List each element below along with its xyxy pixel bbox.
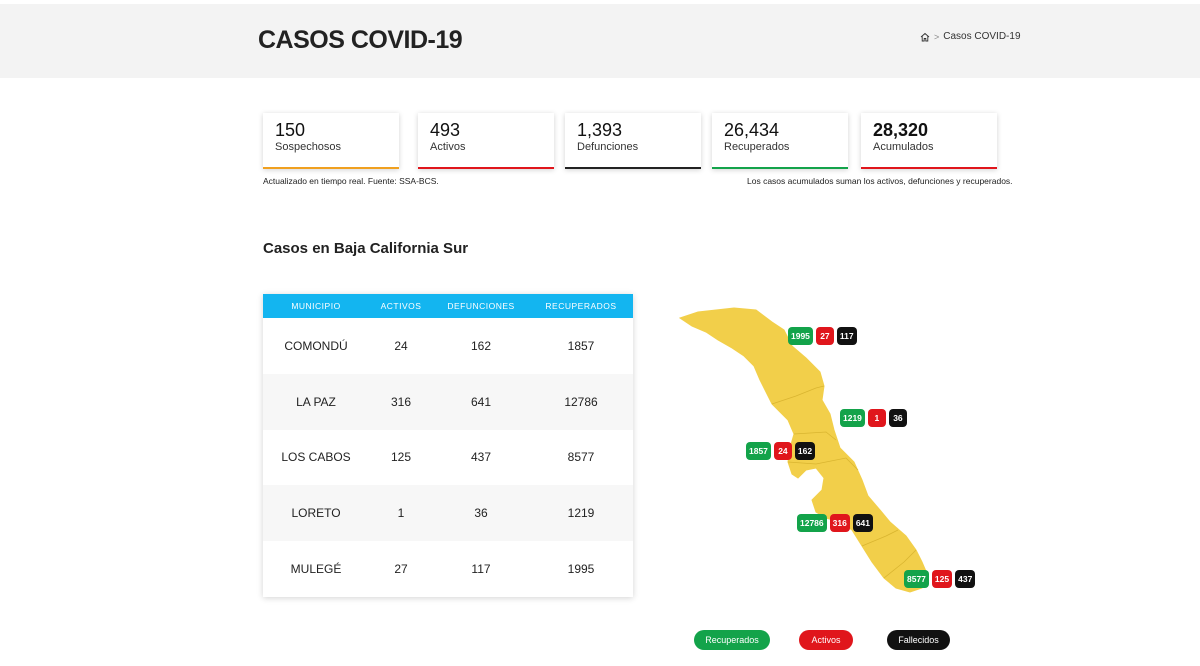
cell-recuperados: 1219 (529, 485, 633, 542)
cell-municipio: LOS CABOS (281, 450, 351, 465)
stat-label: Sospechosos (275, 141, 342, 153)
badge-recuperados: 8577 (904, 570, 929, 588)
stat-bar (861, 167, 997, 169)
stat-value: 1,393 (577, 120, 623, 140)
badge-recuperados: 12786 (797, 514, 827, 532)
column-header: DEFUNCIONES (433, 294, 529, 318)
badge-recuperados: 1219 (840, 409, 865, 427)
table-row: MULEGÉ 27 117 1995 (263, 541, 633, 597)
stat-value: 493 (430, 120, 461, 140)
map-borders (771, 385, 917, 579)
badge-fallecidos: 36 (888, 409, 907, 427)
stat-card-sospechosos: 150 Sospechosos (263, 113, 399, 169)
cell-activos: 125 (390, 450, 412, 465)
cell-activos: 27 (394, 562, 408, 577)
accumulated-note: Los casos acumulados suman los activos, … (747, 176, 1013, 186)
badges-lapaz: 12786 316 641 (797, 514, 874, 532)
source-note: Actualizado en tiempo real. Fuente: SSA-… (263, 176, 439, 186)
stat-bar (712, 167, 848, 169)
badges-mulege: 1995 27 117 (788, 327, 857, 345)
stat-value: 26,434 (724, 120, 780, 140)
stat-card-activos: 493 Activos (418, 113, 554, 169)
breadcrumb: > Casos COVID-19 (920, 31, 1021, 42)
cell-municipio: LA PAZ (263, 373, 369, 430)
badge-fallecidos: 641 (852, 514, 874, 532)
bcs-map-shape (678, 307, 929, 593)
legend-fallecidos: Fallecidos (887, 630, 950, 650)
table-row: LORETO 1 36 1219 (263, 485, 633, 542)
badge-activos: 316 (829, 514, 850, 532)
badges-comondu: 1857 24 162 (746, 442, 816, 460)
stat-card-defunciones: 1,393 Defunciones (565, 113, 701, 169)
badge-activos: 1 (867, 409, 886, 427)
stat-label: Activos (430, 141, 466, 153)
cell-municipio: MULEGÉ (290, 562, 342, 577)
table-header-row: MUNICIPIO ACTIVOS DEFUNCIONES RECUPERADO… (263, 294, 633, 318)
badge-recuperados: 1857 (746, 442, 771, 460)
cell-recuperados: 1857 (567, 338, 595, 353)
stat-label: Recuperados (724, 141, 790, 153)
badge-activos: 27 (815, 327, 834, 345)
section-title: Casos en Baja California Sur (263, 240, 469, 257)
stat-label: Defunciones (577, 141, 639, 153)
cell-defunciones: 641 (433, 373, 529, 430)
badge-activos: 125 (931, 570, 953, 588)
home-icon[interactable] (920, 32, 930, 42)
stat-value: 150 (275, 120, 306, 140)
bcs-map: 1995 27 117 1219 1 36 1857 24 162 12786 … (676, 300, 1006, 600)
cell-recuperados: 8577 (567, 450, 595, 465)
cell-activos: 1 (369, 485, 433, 542)
cell-municipio: COMONDÚ (284, 338, 348, 353)
stat-bar (418, 167, 554, 169)
table-row: LA PAZ 316 641 12786 (263, 373, 633, 430)
table-row: LOS CABOS 125 437 8577 (263, 430, 633, 486)
page-header: CASOS COVID-19 > Casos COVID-19 (0, 4, 1200, 78)
badges-loscabos: 8577 125 437 (904, 570, 976, 588)
badge-fallecidos: 117 (836, 327, 857, 345)
page-title: CASOS COVID-19 (258, 26, 463, 54)
cell-municipio: LORETO (263, 485, 369, 542)
stat-bar (263, 167, 399, 169)
stat-card-acumulados: 28,320 Acumulados (861, 113, 997, 169)
cell-activos: 24 (394, 338, 408, 353)
breadcrumb-separator: > (934, 31, 940, 42)
column-header: RECUPERADOS (529, 294, 633, 318)
badge-fallecidos: 437 (955, 570, 976, 588)
cell-defunciones: 36 (433, 485, 529, 542)
cell-activos: 316 (369, 373, 433, 430)
stat-label: Acumulados (873, 141, 934, 153)
stat-bar (565, 167, 701, 169)
badges-loreto: 1219 1 36 (840, 409, 907, 427)
badge-fallecidos: 162 (794, 442, 816, 460)
legend-activos: Activos (799, 630, 853, 650)
cell-recuperados: 12786 (529, 373, 633, 430)
legend-recuperados: Recuperados (694, 630, 770, 650)
stat-value: 28,320 (873, 120, 929, 140)
stat-card-recuperados: 26,434 Recuperados (712, 113, 848, 169)
cell-defunciones: 162 (470, 338, 492, 353)
column-header: MUNICIPIO (263, 294, 369, 318)
cell-defunciones: 117 (471, 562, 491, 577)
badge-activos: 24 (773, 442, 792, 460)
cell-recuperados: 1995 (567, 562, 595, 577)
column-header: ACTIVOS (369, 294, 433, 318)
badge-recuperados: 1995 (788, 327, 813, 345)
cell-defunciones: 437 (470, 450, 492, 465)
municipios-table: MUNICIPIO ACTIVOS DEFUNCIONES RECUPERADO… (263, 294, 633, 597)
table-row: COMONDÚ 24 162 1857 (263, 318, 633, 374)
breadcrumb-current: Casos COVID-19 (943, 31, 1021, 42)
